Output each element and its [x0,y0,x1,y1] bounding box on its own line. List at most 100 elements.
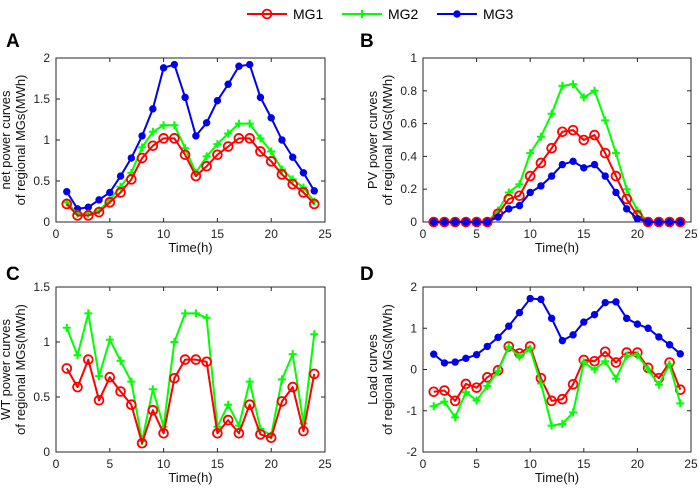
panel-letter: A [6,31,20,52]
data-point [82,210,94,221]
y-tick-label: 1 [43,335,50,349]
data-point [558,419,567,428]
data-point [158,427,169,439]
data-point [159,121,168,130]
data-point [451,413,460,422]
data-point [536,379,545,388]
x-tick-label: 15 [577,457,591,471]
data-point [622,205,631,213]
data-point [451,218,459,226]
x-tick-label: 10 [157,227,171,241]
y-tick-label: 1 [410,51,417,65]
data-point [106,188,114,197]
data-point [93,394,105,406]
panel-a: 0 5 10 15 20 25 0 0.5 1 1.5 2 Time(h) net power curv… [0,31,332,255]
data-point [213,140,222,149]
data-point [61,198,73,210]
data-point [483,342,492,351]
data-point [267,114,275,122]
data-point [278,136,286,144]
legend-marker [358,10,366,18]
data-point [547,172,556,180]
x-tick-label: 25 [684,457,698,471]
data-point [601,172,609,180]
data-point [449,395,461,407]
data-point [126,399,137,411]
data-point [62,323,71,332]
data-point [569,331,577,339]
data-point [514,190,525,202]
data-point [147,140,159,152]
legend-label: MG3 [483,6,514,22]
y-axis-label-line1: PV power curves [365,90,380,189]
data-point [579,93,588,102]
y-tick-label: 0.5 [33,174,50,188]
series-mg2 [62,309,319,445]
data-point [644,365,653,374]
x-axis-label: Time(h) [535,240,579,255]
data-point [654,380,663,389]
y-tick-label: 0 [410,215,417,229]
data-point [84,309,93,318]
y-axis-label-line2: of regional MGs(MWh) [380,304,395,435]
y-tick-label: 0 [410,363,417,377]
panel-b: 0 5 10 15 20 25 0 0.2 0.4 0.6 0.8 1 Time(h) PV power … [360,31,698,255]
data-point [73,351,82,360]
data-point [471,382,482,393]
data-point [547,109,556,118]
data-point [483,218,492,226]
x-tick-label: 5 [106,457,113,471]
y-tick-label: 1.5 [33,92,50,106]
x-tick-label: 10 [524,227,538,241]
y-axis-label-line1: WT power curves [0,319,13,420]
y-tick-label: 0.5 [33,390,50,404]
data-point [288,350,297,359]
x-tick-label: 25 [318,457,332,471]
data-point [136,152,148,164]
data-point [310,330,319,339]
data-point [202,119,211,127]
series-mg3 [430,294,684,367]
data-point [170,338,179,346]
data-point [289,153,297,161]
data-point [590,310,599,319]
legend-marker [453,10,461,18]
data-point [179,149,191,161]
data-point [72,381,83,393]
data-point [440,218,449,226]
data-point [439,385,450,396]
data-point [126,174,137,185]
data-point [159,64,168,72]
data-point [127,154,136,162]
data-point [580,318,588,326]
x-tick-label: 0 [53,227,60,241]
data-point [138,132,146,140]
data-point [115,187,126,198]
data-point [147,404,159,416]
data-point [547,421,556,430]
series-line-mg2 [66,122,316,215]
data-point [244,133,255,144]
data-point [105,335,114,344]
y-axis-label-line1: net power curves [0,90,13,189]
data-point [665,341,674,349]
y-tick-label: 0 [43,445,50,459]
data-point [515,308,524,317]
legend-label: MG2 [388,6,419,22]
data-point [569,80,578,89]
data-point [202,152,211,161]
panel-letter: C [6,264,20,285]
x-tick-label: 20 [265,227,279,241]
data-point [621,193,632,205]
x-tick-label: 5 [106,227,113,241]
x-tick-label: 10 [524,457,538,471]
panel-letter: B [360,31,374,52]
y-tick-label: -2 [406,445,417,459]
data-point [557,393,568,405]
y-tick-label: 2 [410,280,417,294]
data-point [299,169,308,177]
plot-area [55,286,326,453]
data-point [82,354,94,365]
x-tick-label: 0 [53,457,60,471]
data-point [472,218,481,226]
